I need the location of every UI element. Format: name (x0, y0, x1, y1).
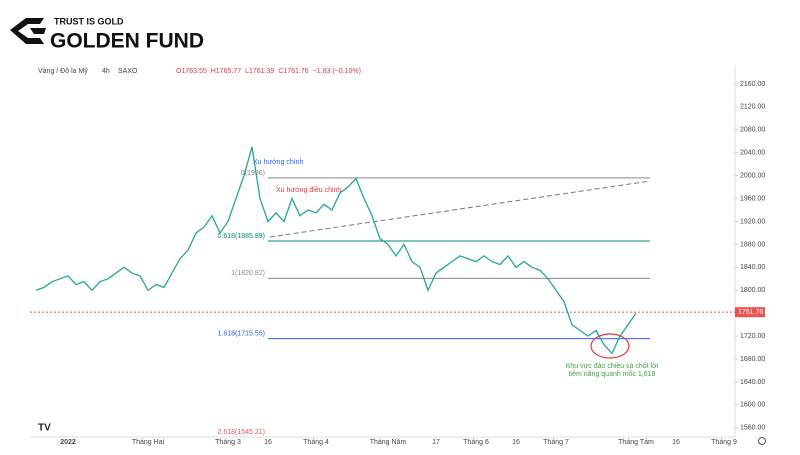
y-tick-label: 1800.00 (740, 287, 765, 294)
logo: TRUST IS GOLD GOLDEN FUND (10, 16, 204, 53)
y-tick-label: 2120.00 (740, 104, 765, 111)
fib-label: 2.618(1545.21) (218, 429, 265, 436)
y-tick-label: 1840.00 (740, 264, 765, 271)
y-tick-label: 1720.00 (740, 333, 765, 340)
x-tick-label: Tháng 6 (463, 439, 489, 446)
ohlc-value: −1.83 (−0.10%) (313, 68, 361, 75)
x-tick-label: 16 (672, 439, 680, 446)
x-tick-label: Tháng 4 (303, 439, 329, 446)
ohlc-value: H1765.77 (211, 68, 241, 75)
ohlc-value: O1763.55 (176, 68, 207, 75)
y-tick-label: 1680.00 (740, 356, 765, 363)
logo-icon (30, 28, 46, 34)
x-tick-label: 17 (432, 439, 440, 446)
x-tick-label: Tháng 7 (543, 439, 569, 446)
y-tick-label: 1920.00 (740, 218, 765, 225)
x-tick-label: Tháng Tám (618, 439, 654, 446)
y-tick-label: 1640.00 (740, 379, 765, 386)
annotation: Xu hướng chính (253, 159, 304, 166)
y-tick-label: 1560.00 (740, 425, 765, 432)
y-tick-label: 1880.00 (740, 241, 765, 248)
y-tick-label: 1600.00 (740, 402, 765, 409)
last-price-label: 1761.76 (738, 309, 763, 316)
y-tick-label: 2040.00 (740, 150, 765, 157)
settings-icon[interactable] (758, 437, 766, 445)
logo-tagline: TRUST IS GOLD (54, 16, 124, 26)
y-tick-label: 2000.00 (740, 172, 765, 179)
x-tick-label: Tháng Năm (370, 439, 407, 446)
last-price-tag (735, 307, 765, 318)
logo-name: GOLDEN FUND (50, 30, 204, 53)
x-tick-label: 16 (264, 439, 272, 446)
x-tick-label: Tháng Hai (132, 439, 165, 446)
interval: 4h (102, 68, 110, 75)
annotation: Khu vực đảo chiều và chốt lời (566, 361, 659, 370)
y-tick-label: 2160.00 (740, 81, 765, 88)
price-line (35, 146, 637, 355)
fib-label: 0.618(1885.89) (218, 233, 265, 240)
annotation: Xu hướng điều chỉnh (276, 185, 341, 194)
reversal-circle (590, 333, 630, 359)
trendline (269, 180, 651, 238)
symbol: Vàng / Đô la Mỹ (38, 68, 88, 75)
tv-logo: TV (38, 423, 51, 434)
ohlc-value: C1761.76 (278, 68, 308, 75)
fib-label: 1.618(1715.55) (218, 331, 265, 338)
annotation: tiềm năng quanh mốc 1,618 (569, 369, 656, 378)
fib-label: 0(1996) (241, 170, 265, 177)
x-tick-label: 2022 (60, 439, 76, 446)
x-tick-label: 16 (512, 439, 520, 446)
x-tick-label: Tháng 3 (215, 439, 241, 446)
logo-icon (10, 18, 44, 44)
fib-label: 1(1820.82) (231, 270, 265, 277)
x-tick-label: Tháng 9 (711, 439, 737, 446)
exchange: SAXO (118, 68, 138, 75)
ohlc-value: L1761.39 (245, 68, 274, 75)
y-tick-label: 2080.00 (740, 127, 765, 134)
y-tick-label: 1960.00 (740, 195, 765, 202)
